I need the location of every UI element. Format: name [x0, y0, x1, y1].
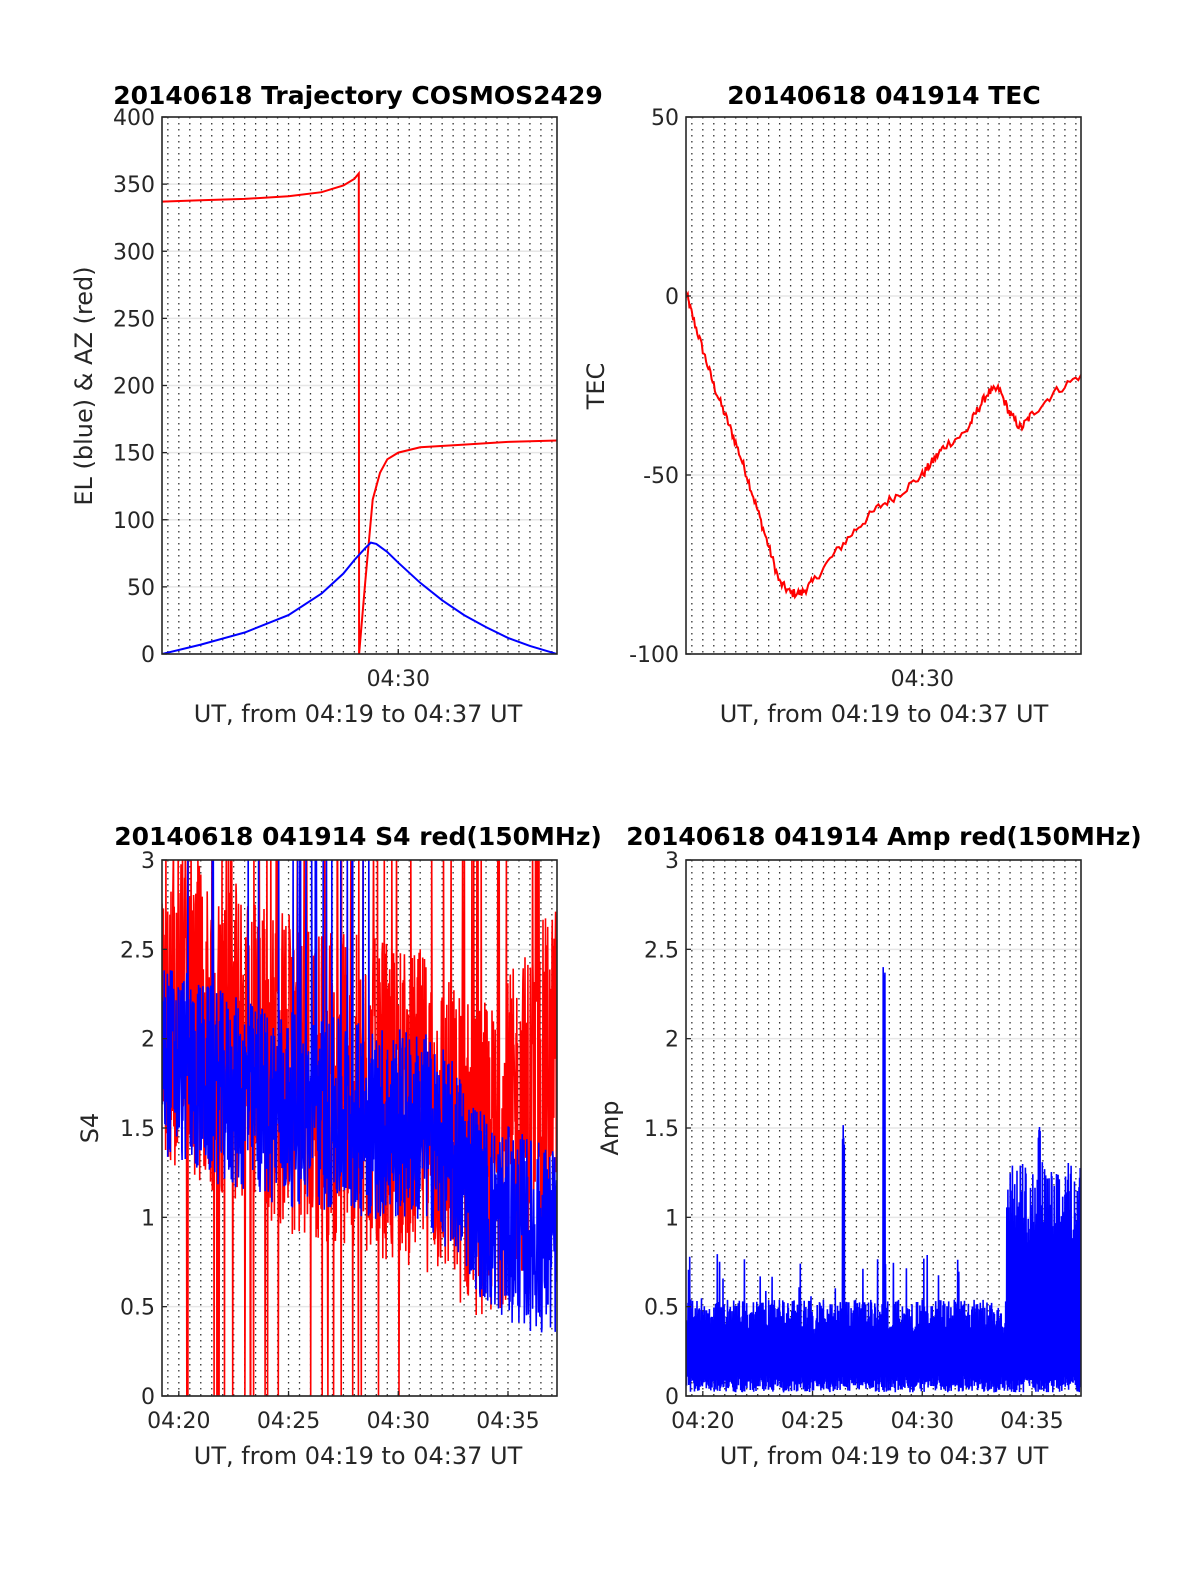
s4-xlabel: UT, from 04:19 to 04:37 UT	[194, 1442, 523, 1470]
x-tick-label: 04:30	[367, 667, 430, 692]
trajectory-ylabel: EL (blue) & AZ (red)	[70, 266, 98, 505]
amp-title: 20140618 041914 Amp red(150MHz)	[626, 822, 1142, 851]
s4-blue-line	[162, 860, 557, 1333]
x-tick-label: 04:30	[891, 667, 954, 692]
x-tick-label: 04:20	[671, 1409, 734, 1434]
y-tick-label: 100	[113, 509, 155, 534]
y-tick-label: 0	[141, 1385, 155, 1410]
trajectory-title: 20140618 Trajectory COSMOS2429	[113, 81, 603, 110]
x-tick-label: 04:30	[367, 1409, 430, 1434]
amp-xlabel: UT, from 04:19 to 04:37 UT	[720, 1442, 1049, 1470]
x-tick-label: 04:25	[257, 1409, 320, 1434]
s4-title: 20140618 041914 S4 red(150MHz)	[114, 822, 602, 851]
y-tick-label: 300	[113, 240, 155, 265]
y-tick-label: 0.5	[120, 1296, 155, 1321]
y-tick-label: 1.5	[644, 1117, 679, 1142]
y-tick-label: 50	[127, 576, 155, 601]
y-tick-label: 0.5	[644, 1296, 679, 1321]
y-tick-label: 2.5	[120, 938, 155, 963]
y-tick-label: 200	[113, 375, 155, 400]
y-tick-label: 0	[141, 643, 155, 668]
y-tick-label: -100	[629, 643, 679, 668]
tec-xlabel: UT, from 04:19 to 04:37 UT	[720, 700, 1049, 728]
y-tick-label: 0	[665, 285, 679, 310]
x-tick-label: 04:30	[891, 1409, 954, 1434]
axes-box	[685, 116, 1082, 655]
y-tick-label: 250	[113, 307, 155, 332]
s4-panel: 20140618 041914 S4 red(150MHz) UT, from …	[76, 822, 602, 1470]
y-tick-label: 2	[665, 1028, 679, 1053]
elevation-line	[162, 541, 557, 654]
y-tick-label: 3	[141, 849, 155, 874]
s4-ylabel: S4	[76, 1113, 104, 1144]
amp-line	[686, 967, 1081, 1393]
y-tick-label: 1	[141, 1206, 155, 1231]
y-tick-label: 150	[113, 442, 155, 467]
y-tick-label: -50	[643, 464, 679, 489]
azimuth-line	[162, 170, 557, 654]
x-tick-label: 04:20	[147, 1409, 210, 1434]
y-tick-label: 1	[665, 1206, 679, 1231]
y-tick-label: 2.5	[644, 938, 679, 963]
x-tick-label: 04:35	[476, 1409, 539, 1434]
x-tick-label: 04:25	[781, 1409, 844, 1434]
y-tick-label: 2	[141, 1028, 155, 1053]
tec-panel: 20140618 041914 TEC UT, from 04:19 to 04…	[582, 81, 1082, 728]
y-tick-label: 50	[651, 106, 679, 131]
trajectory-xlabel: UT, from 04:19 to 04:37 UT	[194, 700, 523, 728]
tec-ylabel: TEC	[582, 363, 610, 411]
y-tick-label: 0	[665, 1385, 679, 1410]
x-tick-label: 04:35	[1000, 1409, 1063, 1434]
y-tick-label: 350	[113, 173, 155, 198]
y-tick-label: 1.5	[120, 1117, 155, 1142]
y-tick-label: 400	[113, 106, 155, 131]
amp-panel: 20140618 041914 Amp red(150MHz) UT, from…	[596, 822, 1142, 1470]
tec-title: 20140618 041914 TEC	[727, 81, 1040, 110]
amp-ylabel: Amp	[596, 1100, 624, 1155]
y-tick-label: 3	[665, 849, 679, 874]
trajectory-panel: 20140618 Trajectory COSMOS2429 UT, from …	[70, 81, 603, 728]
tec-line	[686, 290, 1081, 600]
